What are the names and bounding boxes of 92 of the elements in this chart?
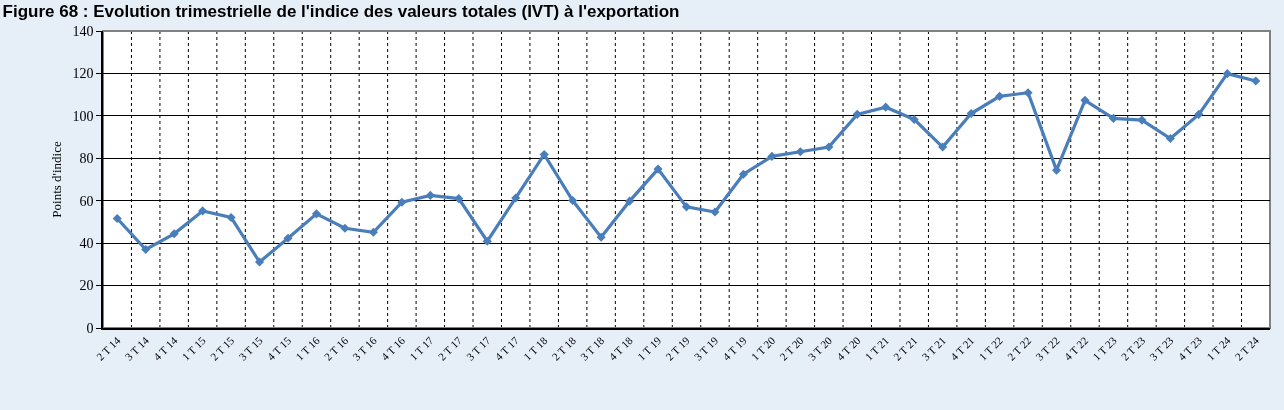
point xyxy=(340,223,350,233)
point xyxy=(198,206,208,216)
point xyxy=(966,108,976,119)
point xyxy=(169,229,179,239)
x-tick-label: 2 T 15 xyxy=(207,333,237,363)
x-tick-label: 2 T 22 xyxy=(1004,334,1034,363)
x-tick-label: 1 T 22 xyxy=(976,334,1005,363)
x-tick-label: 2 T 20 xyxy=(777,333,806,363)
point xyxy=(112,213,122,224)
y-axis-title: Points d'indice xyxy=(48,141,64,218)
x-tick-label: 1 T 15 xyxy=(179,333,209,363)
x-tick-label: 4 T 15 xyxy=(264,333,294,363)
point xyxy=(1165,134,1175,144)
x-tick-label: 4 T 23 xyxy=(1175,333,1205,363)
point xyxy=(909,114,919,125)
x-tick-label: 1 T 17 xyxy=(407,333,436,363)
point xyxy=(653,164,663,174)
point xyxy=(482,236,492,246)
point xyxy=(995,91,1005,101)
y-tick-label: 40 xyxy=(79,236,94,252)
chart-title: Figure 68 : Evolution trimestrielle de l'indice des valeurs totales (IVT) à l'exportation xyxy=(2,2,680,22)
x-tick-label: 3 T 21 xyxy=(919,334,948,363)
x-tick-label: 4 T 16 xyxy=(378,333,408,363)
x-tick-label: 4 T 22 xyxy=(1061,334,1091,363)
x-tick-label: 1 T 16 xyxy=(293,333,323,363)
point xyxy=(767,151,777,161)
y-tick-label: 100 xyxy=(72,108,94,124)
x-tick-label: 4 T 17 xyxy=(492,333,522,363)
point xyxy=(625,196,635,206)
y-tick-label: 0 xyxy=(86,320,94,336)
point xyxy=(311,209,322,219)
point xyxy=(596,232,606,242)
y-tick-label: 20 xyxy=(79,278,94,294)
point xyxy=(511,193,521,203)
x-tick-label: 4 T 19 xyxy=(720,333,750,363)
x-tick-label: 1 T 21 xyxy=(862,334,892,363)
x-tick-label: 4 T 14 xyxy=(150,333,180,363)
point xyxy=(1051,165,1062,175)
x-tick-label: 2 T 23 xyxy=(1118,333,1148,363)
x-tick-label: 2 T 14 xyxy=(94,333,123,363)
x-tick-label: 4 T 21 xyxy=(947,334,977,363)
point xyxy=(568,195,578,206)
y-tick-label: 60 xyxy=(79,193,94,209)
point xyxy=(710,207,720,217)
x-tick-label: 1 T 20 xyxy=(748,333,778,363)
point xyxy=(938,142,948,152)
x-tick-label: 2 T 17 xyxy=(435,333,465,363)
x-tick-label: 3 T 18 xyxy=(577,333,607,363)
point xyxy=(255,257,265,267)
point xyxy=(425,190,435,200)
x-tick-label: 4 T 20 xyxy=(834,333,863,363)
point xyxy=(1080,95,1090,105)
x-tick-label: 2 T 19 xyxy=(663,333,693,363)
y-tick-label: 140 xyxy=(72,23,94,39)
point xyxy=(141,244,151,255)
x-tick-label: 1 T 24 xyxy=(1204,333,1233,363)
y-tick-label: 80 xyxy=(79,151,94,167)
point xyxy=(1108,113,1118,123)
point xyxy=(397,197,407,207)
x-tick-label: 3 T 23 xyxy=(1147,333,1177,363)
point xyxy=(1023,88,1033,98)
point xyxy=(1194,109,1204,119)
point xyxy=(795,147,805,157)
point xyxy=(1222,69,1232,79)
point xyxy=(368,227,378,237)
x-tick-label: 3 T 19 xyxy=(691,333,721,363)
point xyxy=(738,169,748,179)
x-tick-label: 3 T 22 xyxy=(1033,334,1062,363)
x-tick-label: 2 T 18 xyxy=(549,333,579,363)
x-tick-label: 3 T 20 xyxy=(805,333,835,363)
x-tick-label: 2 T 24 xyxy=(1232,333,1262,363)
x-tick-label: 3 T 15 xyxy=(236,333,266,363)
point xyxy=(226,212,236,223)
point xyxy=(824,142,834,152)
x-tick-label: 3 T 16 xyxy=(350,333,380,363)
point xyxy=(852,109,862,119)
point xyxy=(283,233,293,243)
x-tick-label: 4 T 18 xyxy=(606,333,636,363)
x-tick-label: 3 T 14 xyxy=(122,333,152,363)
point xyxy=(681,202,692,212)
x-tick-label: 1 T 19 xyxy=(634,333,664,363)
y-tick-label: 120 xyxy=(72,66,94,82)
x-tick-label: 1 T 23 xyxy=(1090,333,1120,363)
point xyxy=(454,194,464,204)
x-tick-label: 3 T 17 xyxy=(464,333,493,363)
point xyxy=(881,102,891,112)
point xyxy=(539,149,549,160)
x-tick-label: 1 T 18 xyxy=(520,333,550,363)
x-tick-label: 2 T 21 xyxy=(891,334,920,363)
point xyxy=(1251,76,1261,86)
point xyxy=(1137,115,1147,125)
x-tick-label: 2 T 16 xyxy=(321,333,351,363)
